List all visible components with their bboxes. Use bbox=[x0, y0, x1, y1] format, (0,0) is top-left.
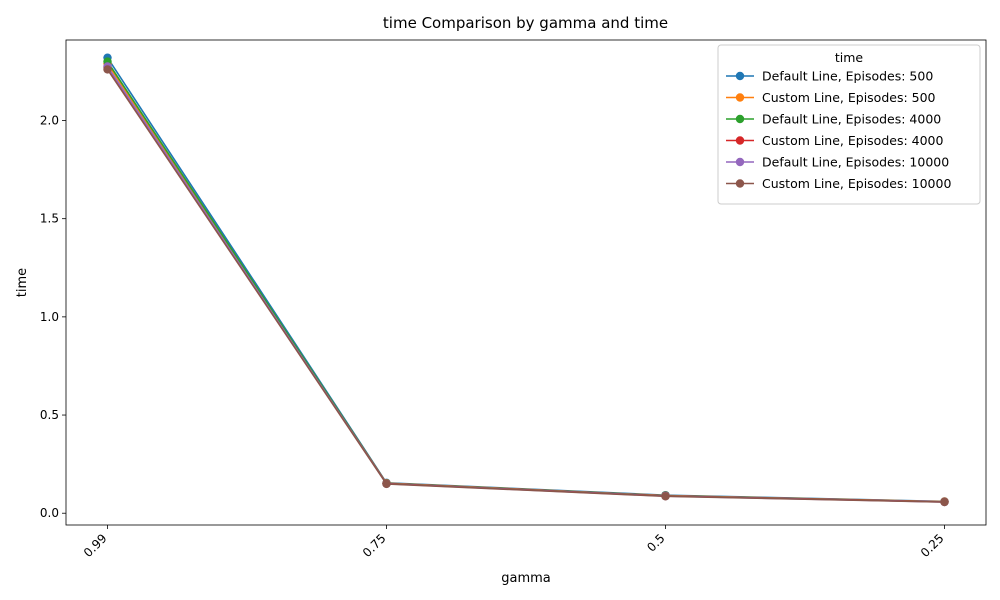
legend-marker bbox=[735, 93, 745, 102]
legend-entries: Default Line, Episodes: 500 Custom Line, … bbox=[726, 69, 951, 191]
legend-entry: Default Line, Episodes: 500 bbox=[726, 69, 933, 84]
x-tick-label: 0.5 bbox=[644, 531, 667, 554]
y-tick-label: 0.5 bbox=[40, 408, 59, 422]
y-tick-label: 0.0 bbox=[40, 506, 59, 520]
plot-area bbox=[103, 53, 949, 507]
legend-label: Custom Line, Episodes: 10000 bbox=[762, 176, 951, 191]
x-axis: 0.99 0.75 0.5 0.25 bbox=[81, 525, 947, 560]
legend-marker bbox=[735, 136, 745, 145]
legend-title: time bbox=[835, 50, 864, 65]
series-line bbox=[106, 69, 945, 503]
x-tick-label: 0.99 bbox=[81, 531, 110, 560]
legend-entry: Custom Line, Episodes: 500 bbox=[726, 90, 936, 105]
legend: time Default Line, Episodes: 500 Custom L… bbox=[717, 44, 981, 205]
legend-label: Default Line, Episodes: 4000 bbox=[762, 112, 941, 127]
legend-box bbox=[717, 44, 981, 205]
x-tick-label: 0.25 bbox=[918, 531, 947, 560]
y-tick-label: 1.0 bbox=[40, 310, 59, 324]
legend-marker bbox=[735, 157, 745, 167]
series-6 bbox=[103, 65, 949, 507]
y-axis: 0.0 0.5 1.0 1.5 2.0 bbox=[40, 114, 66, 520]
data-point bbox=[661, 492, 670, 501]
data-point bbox=[382, 479, 391, 489]
y-tick-label: 1.5 bbox=[40, 212, 59, 226]
legend-entry: Default Line, Episodes: 4000 bbox=[726, 112, 941, 127]
legend-entry: Custom Line, Episodes: 10000 bbox=[726, 176, 951, 191]
x-tick-label: 0.75 bbox=[360, 531, 389, 560]
legend-marker bbox=[735, 179, 745, 188]
legend-label: Default Line, Episodes: 500 bbox=[762, 69, 933, 84]
x-axis-label: gamma bbox=[501, 571, 551, 586]
chart-title: time Comparison by gamma and time bbox=[383, 14, 668, 32]
y-axis-label: time bbox=[15, 268, 30, 297]
legend-marker bbox=[735, 114, 745, 124]
legend-label: Default Line, Episodes: 10000 bbox=[762, 155, 949, 170]
legend-label: Custom Line, Episodes: 4000 bbox=[762, 133, 944, 148]
data-point bbox=[940, 497, 949, 507]
legend-label: Custom Line, Episodes: 500 bbox=[762, 90, 936, 105]
plot-frame bbox=[65, 39, 987, 526]
legend-entry: Default Line, Episodes: 10000 bbox=[726, 155, 949, 170]
legend-entry: Custom Line, Episodes: 4000 bbox=[726, 133, 944, 148]
y-tick-label: 2.0 bbox=[40, 114, 59, 128]
legend-marker bbox=[735, 71, 745, 81]
data-point bbox=[103, 65, 112, 74]
